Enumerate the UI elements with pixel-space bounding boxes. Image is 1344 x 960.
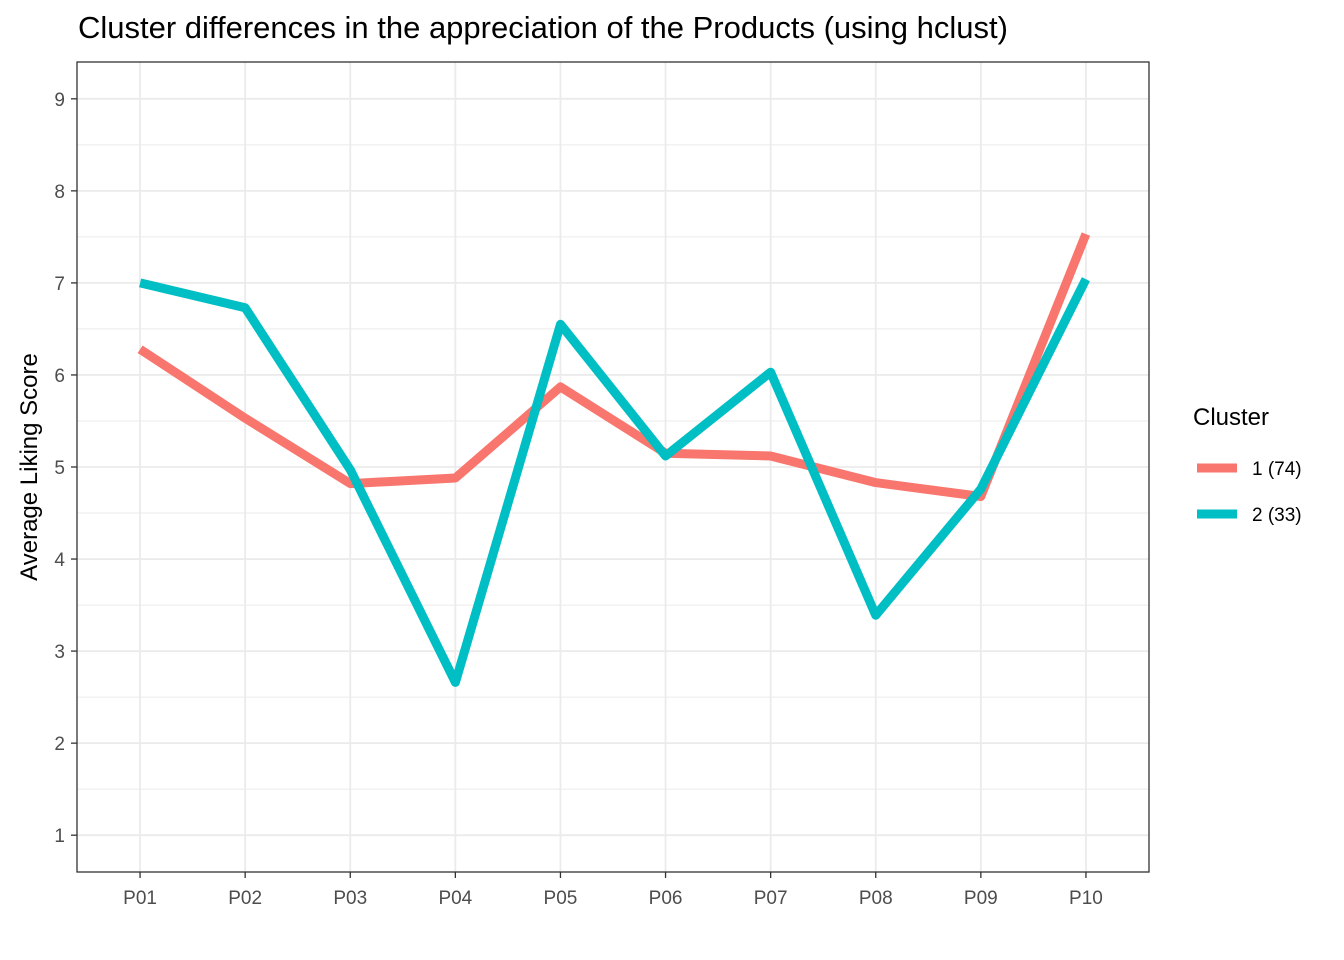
x-tick-label: P10 xyxy=(1069,888,1103,909)
series-lines xyxy=(137,232,1091,687)
y-tick-label: 2 xyxy=(54,734,65,755)
y-tick-label: 6 xyxy=(54,366,65,387)
legend-label-1: 1 (74) xyxy=(1252,459,1302,480)
x-tick-label: P04 xyxy=(438,888,472,909)
series-line-1 xyxy=(137,232,1091,501)
x-tick-label: P01 xyxy=(123,888,157,909)
x-tick-label: P06 xyxy=(649,888,683,909)
y-tick-label: 4 xyxy=(54,550,65,571)
legend-label-2: 2 (33) xyxy=(1252,505,1302,526)
x-tick-label: P07 xyxy=(754,888,788,909)
y-tick-label: 8 xyxy=(54,182,65,203)
grid-lines xyxy=(77,62,1149,872)
chart-title: Cluster differences in the appreciation … xyxy=(78,10,1008,45)
series-line-2 xyxy=(139,277,1090,687)
legend-title: Cluster xyxy=(1193,404,1269,431)
x-tick-label: P03 xyxy=(333,888,367,909)
y-axis-title: Average Liking Score xyxy=(16,353,43,581)
x-tick-label: P05 xyxy=(544,888,578,909)
axes: 1 2 3 4 5 6 7 8 9 P01 P02 P03 P04 P05 P06 P07 P08 P09 P10 xyxy=(54,90,1102,909)
x-tick-label: P08 xyxy=(859,888,893,909)
y-tick-label: 3 xyxy=(54,642,65,663)
y-tick-label: 9 xyxy=(54,90,65,111)
x-tick-label: P02 xyxy=(228,888,262,909)
y-tick-label: 1 xyxy=(54,826,65,847)
y-tick-label: 7 xyxy=(54,274,65,295)
y-tick-label: 5 xyxy=(54,458,65,479)
legend: Cluster 1 (74) 2 (33) xyxy=(1193,404,1302,526)
x-tick-label: P09 xyxy=(964,888,998,909)
